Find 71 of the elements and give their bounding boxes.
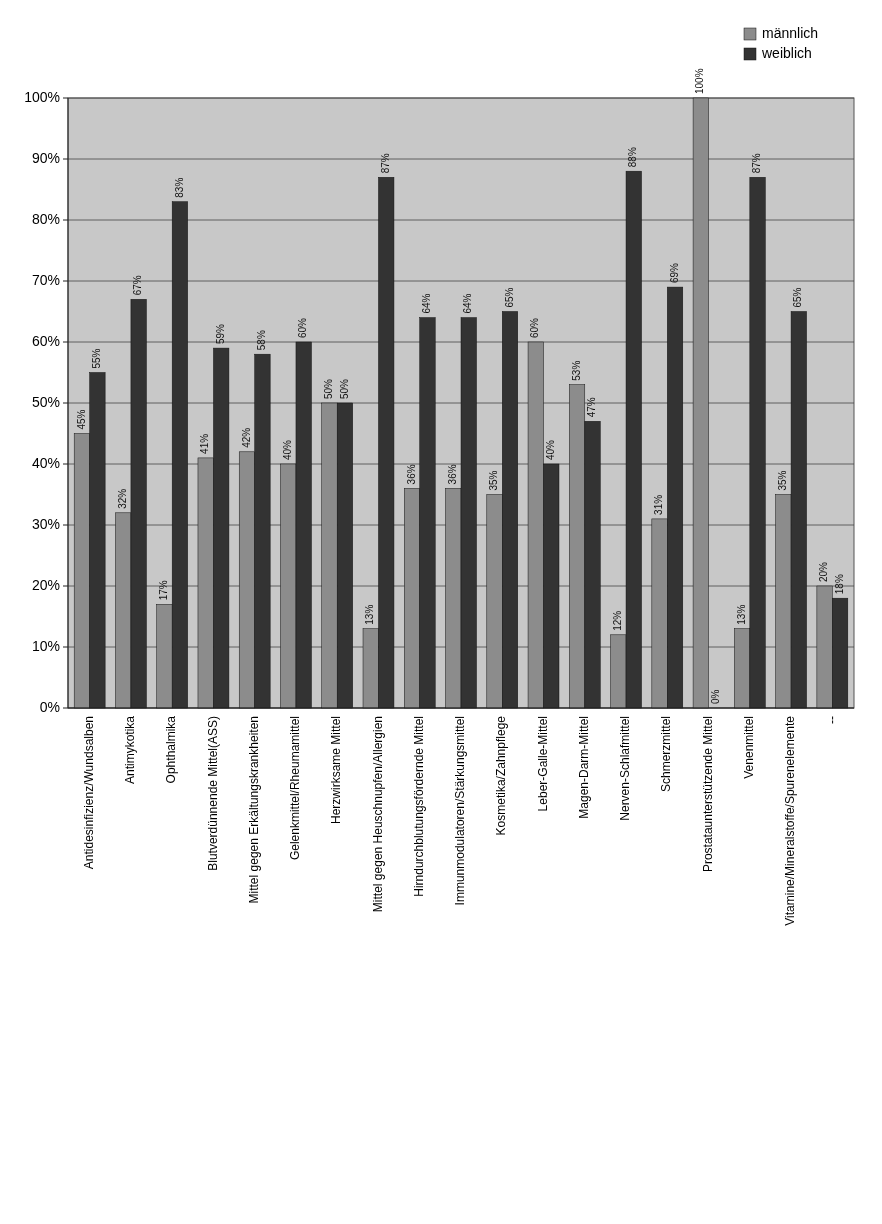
data-label: 40% xyxy=(544,439,556,460)
data-label: 60% xyxy=(297,317,309,338)
data-label: 64% xyxy=(421,293,433,314)
data-label: 20% xyxy=(818,561,830,582)
y-tick-label: 70% xyxy=(31,271,60,288)
data-label: 13% xyxy=(735,604,747,625)
x-tick-label: Immunmodulatoren/Stärkungsmittel xyxy=(453,716,468,906)
y-tick-label: 0% xyxy=(39,698,60,715)
data-label: 47% xyxy=(586,397,598,418)
data-label: 53% xyxy=(570,360,582,381)
data-label: 87% xyxy=(379,153,391,174)
x-tick-label: Mittel gegen Heuschnupfen/Allergien xyxy=(370,716,385,913)
x-tick-label: Blutverdünnende Mittel(ASS) xyxy=(205,716,220,871)
x-tick-label: Vitamine/Mineralstoffe/Spurenelemente xyxy=(783,715,798,926)
x-tick-label: -- xyxy=(824,716,839,724)
data-label: 59% xyxy=(214,323,226,345)
data-label: 64% xyxy=(462,293,474,314)
x-tick-label: Antimykotika xyxy=(123,715,138,785)
y-tick-label: 10% xyxy=(31,637,60,654)
data-label: 87% xyxy=(751,153,763,174)
data-label: 67% xyxy=(132,275,144,296)
data-label: 31% xyxy=(653,494,665,515)
data-label: 55% xyxy=(91,348,103,369)
y-tick-label: 90% xyxy=(31,149,60,166)
legend-label: weiblich xyxy=(761,44,812,61)
data-label: 50% xyxy=(323,378,335,399)
data-label: 18% xyxy=(833,574,845,595)
x-tick-label: Herzwirksame Mittel xyxy=(329,716,344,825)
data-label: 100% xyxy=(694,68,706,94)
data-label: 50% xyxy=(338,378,350,399)
x-tick-label: Kosmetika/Zahnpflege xyxy=(494,715,509,836)
x-tick-label: Gelenkmittel/Rheumamittel xyxy=(288,716,303,861)
data-label: 65% xyxy=(792,287,804,308)
data-label: 0% xyxy=(709,689,721,704)
x-tick-label: Nerven-Schlafmittel xyxy=(618,716,633,821)
y-tick-label: 60% xyxy=(31,332,60,349)
data-label: 60% xyxy=(529,317,541,338)
data-label: 17% xyxy=(158,580,170,601)
data-label: 45% xyxy=(75,409,87,430)
x-tick-label: Antidesinfizienz/Wundsalben xyxy=(81,716,96,870)
x-tick-label: Mittel gegen Erkältungskrankheiten xyxy=(246,716,261,904)
data-label: 42% xyxy=(240,427,252,448)
x-tick-label: Prostataunterstützende Mittel xyxy=(700,716,715,873)
data-label: 40% xyxy=(281,439,293,460)
data-label: 35% xyxy=(488,470,500,491)
bar xyxy=(692,97,709,709)
x-tick-label: Ophthalmika xyxy=(164,715,179,784)
x-tick-label: Hirndurchblutungsfördernde Mittel xyxy=(411,716,426,897)
y-tick-label: 50% xyxy=(31,393,60,410)
data-label: 69% xyxy=(668,262,680,284)
data-label: 12% xyxy=(611,610,623,631)
x-tick-label: Leber-Galle-Mittel xyxy=(535,716,550,812)
data-label: 32% xyxy=(116,488,128,509)
y-tick-label: 40% xyxy=(31,454,60,471)
data-label: 35% xyxy=(776,470,788,491)
data-label: 88% xyxy=(627,147,639,168)
data-label: 65% xyxy=(503,287,515,308)
data-label: 41% xyxy=(199,433,211,454)
data-label: 36% xyxy=(446,464,458,485)
y-tick-label: 20% xyxy=(31,576,60,593)
data-label: 58% xyxy=(256,330,268,351)
y-tick-label: 30% xyxy=(31,515,60,532)
x-tick-label: Magen-Darm-Mittel xyxy=(576,716,591,819)
y-tick-label: 100% xyxy=(24,88,60,105)
data-label: 13% xyxy=(364,604,376,625)
x-tick-label: Schmerzmittel xyxy=(659,716,674,793)
y-tick-label: 80% xyxy=(31,210,60,227)
x-tick-label: Venenmittel xyxy=(741,716,756,779)
data-label: 83% xyxy=(173,177,185,198)
data-label: 36% xyxy=(405,464,417,485)
legend-label: männlich xyxy=(762,24,819,41)
